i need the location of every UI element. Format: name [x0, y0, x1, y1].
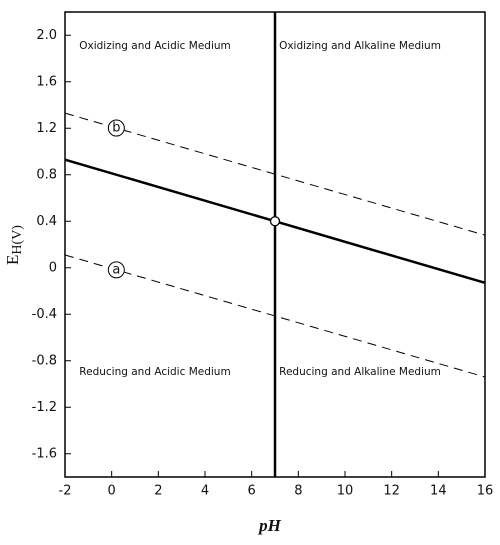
y-tick-label: -0.8	[32, 353, 57, 368]
x-tick-label: 16	[477, 484, 494, 499]
point	[269, 216, 281, 227]
y-tick-label: 0	[49, 260, 57, 275]
x-tick-label: 10	[337, 484, 354, 499]
y-tick-label: -1.6	[32, 446, 57, 461]
y-label-main: E	[3, 255, 22, 265]
x-tick-label: -2	[59, 484, 72, 499]
series-label: b	[112, 121, 120, 136]
x-tick-label: 4	[201, 484, 209, 499]
x-tick-label: 8	[294, 484, 302, 499]
x-axis-label: pH	[257, 516, 282, 535]
series-label-circle	[107, 261, 125, 279]
y-tick-label: 0.4	[36, 214, 57, 229]
region-annotation: Reducing and Acidic Medium	[79, 366, 230, 378]
y-label-sub: H(V)	[10, 225, 25, 255]
x-tick-label: 6	[248, 484, 256, 499]
y-tick-label: 1.6	[36, 74, 57, 89]
region-annotation: Reducing and Alkaline Medium	[279, 366, 441, 378]
x-tick-label: 14	[430, 484, 447, 499]
x-tick-label: 12	[383, 484, 400, 499]
y-tick-label: 2.0	[36, 28, 57, 43]
region-annotation: Oxidizing and Acidic Medium	[79, 40, 231, 52]
series-label: a	[112, 262, 120, 277]
x-tick-label: 2	[154, 484, 162, 499]
y-tick-label: -1.2	[32, 400, 57, 415]
y-axis-label: EH(V)	[3, 225, 25, 265]
y-tick-label: -0.4	[32, 307, 57, 322]
region-annotation: Oxidizing and Alkaline Medium	[279, 40, 441, 52]
y-tick-label: 1.2	[36, 121, 57, 136]
x-tick-label: 0	[108, 484, 116, 499]
series-label-circle	[107, 119, 125, 137]
y-tick-label: 0.8	[36, 167, 57, 182]
